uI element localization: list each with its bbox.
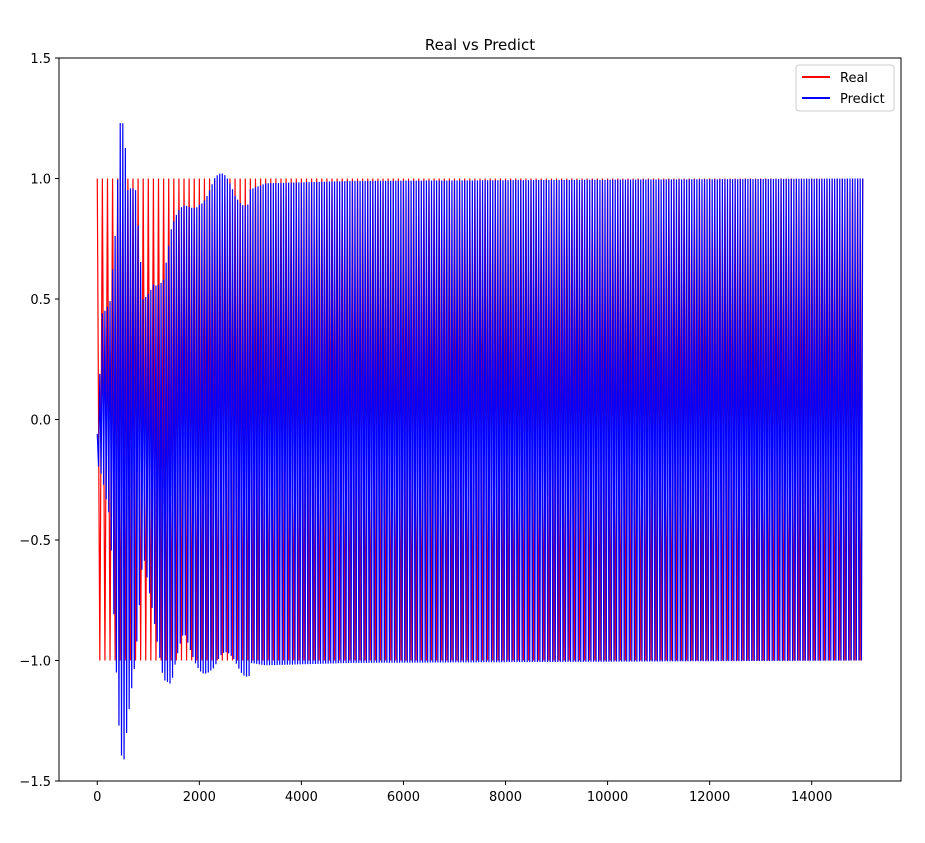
x-axis: 0 2000 4000 6000 8000 10000 12000 14000 [93, 781, 832, 805]
series-predict-line [96, 123, 864, 760]
x-tick-label: 6000 [387, 790, 420, 805]
x-tick-label: 14000 [791, 790, 832, 805]
y-tick-label: 0.5 [30, 293, 51, 308]
plot-area [96, 123, 864, 760]
x-tick-label: 12000 [689, 790, 730, 805]
y-tick-label: −0.5 [19, 534, 51, 549]
x-tick-label: 8000 [489, 790, 522, 805]
legend: Real Predict [795, 64, 895, 112]
legend-label: Real [840, 71, 868, 86]
x-tick-label: 10000 [587, 790, 628, 805]
y-tick-label: 0.0 [30, 414, 51, 429]
y-axis: 1.5 1.0 0.5 0.0 −0.5 −1.0 −1.5 [19, 52, 59, 790]
y-tick-label: −1.5 [19, 775, 51, 790]
y-tick-label: 1.0 [30, 173, 51, 188]
y-tick-label: 1.5 [30, 52, 51, 67]
chart-title: Real vs Predict [425, 36, 535, 54]
y-tick-label: −1.0 [19, 655, 51, 670]
x-tick-label: 2000 [183, 790, 216, 805]
x-tick-label: 0 [93, 790, 101, 805]
x-tick-label: 4000 [285, 790, 318, 805]
legend-label: Predict [840, 92, 885, 107]
